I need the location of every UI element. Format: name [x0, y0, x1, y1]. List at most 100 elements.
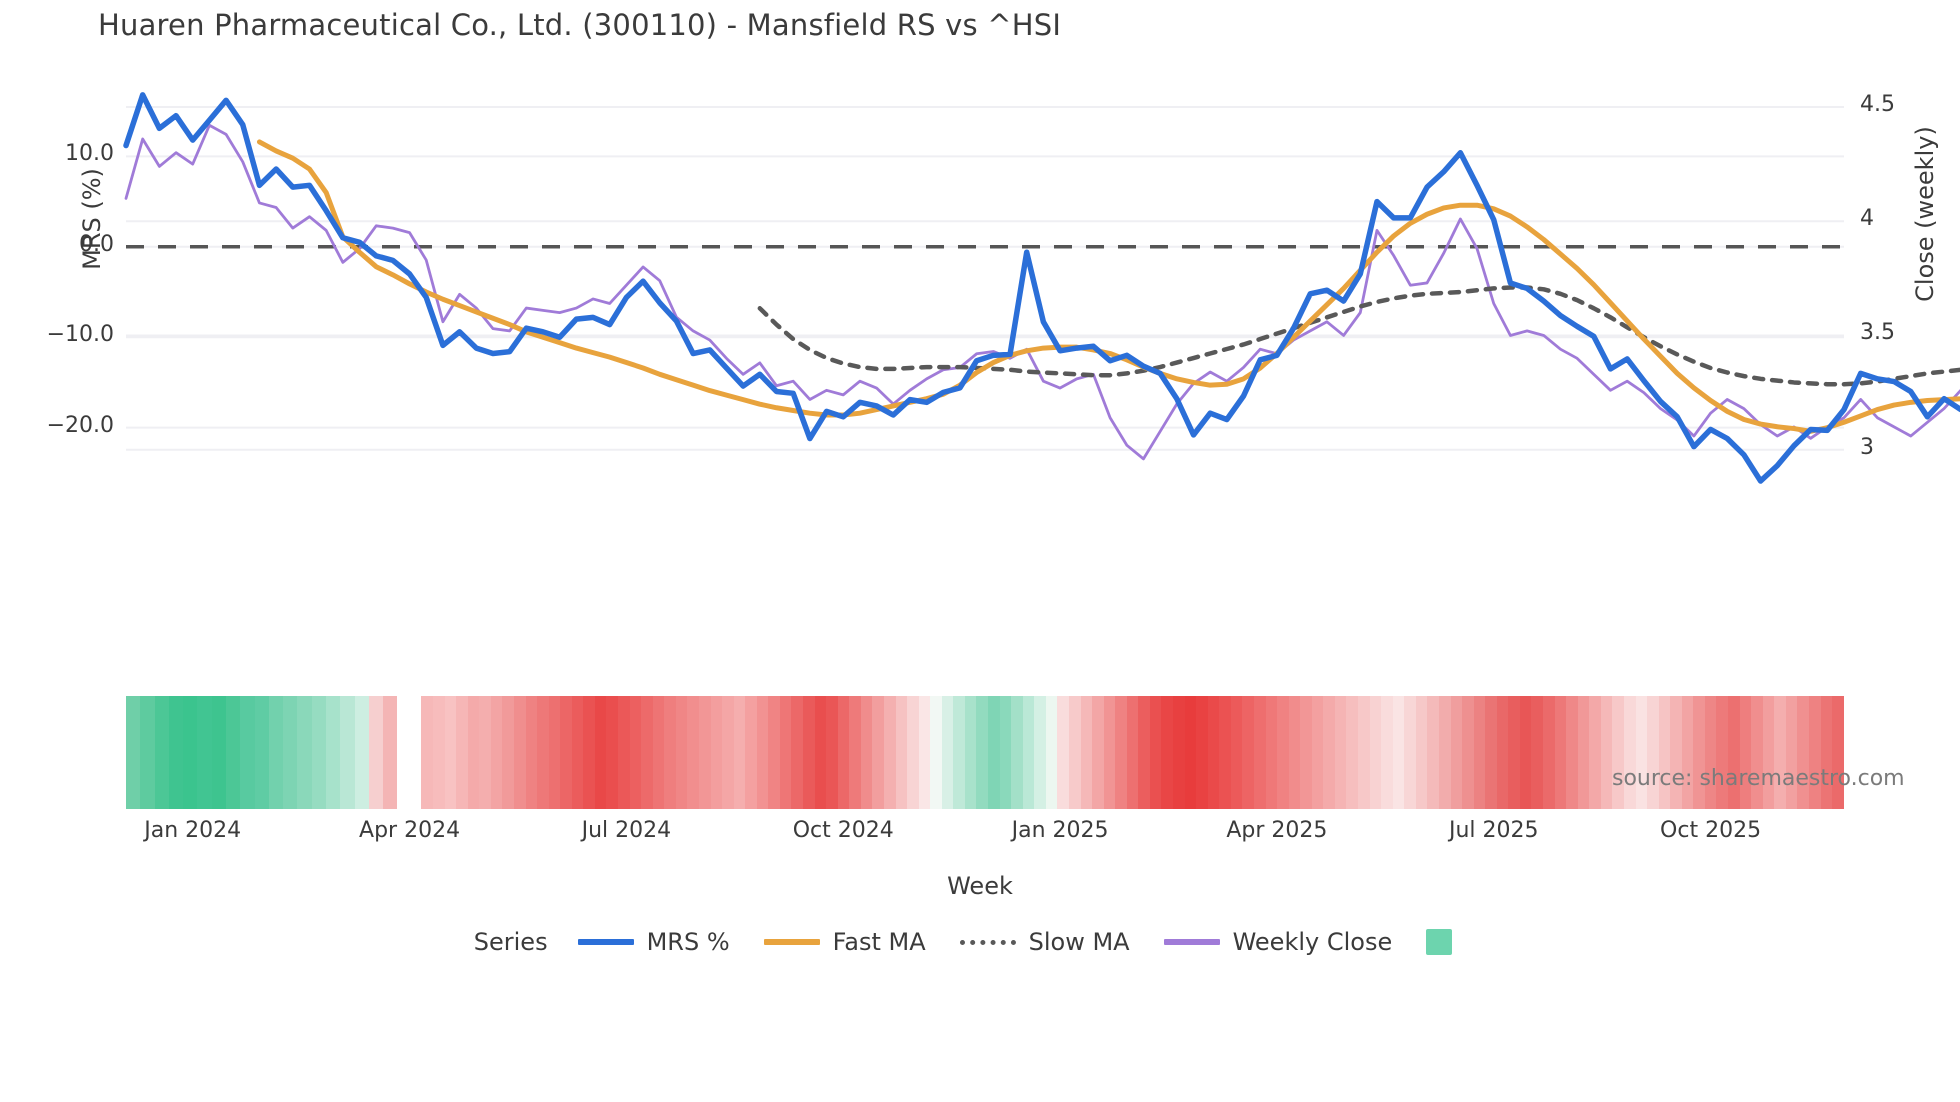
heatmap-cell	[1531, 696, 1544, 809]
heatmap-cell	[571, 696, 584, 809]
heatmap-cell	[421, 696, 434, 809]
heatmap-cell	[1288, 696, 1301, 809]
chart-legend: Series MRS % Fast MA Slow MA Weekly Close	[0, 928, 1960, 956]
heatmap-cell	[490, 696, 503, 809]
legend-line-swatch-icon	[763, 939, 820, 945]
heatmap-cell	[1716, 696, 1729, 809]
heatmap-cell	[941, 696, 954, 809]
heatmap-cell	[1161, 696, 1174, 809]
heatmap-cell	[1473, 696, 1486, 809]
heatmap-cell	[1080, 696, 1093, 809]
heatmap-cell	[1045, 696, 1058, 809]
heatmap-cell	[383, 696, 398, 809]
heatmap-cell	[641, 696, 653, 809]
heatmap-cell	[368, 696, 384, 809]
heatmap-cell	[467, 696, 480, 809]
heatmap-cell	[1068, 696, 1081, 809]
heatmap-cell	[1022, 696, 1035, 809]
heatmap-cell	[1253, 696, 1266, 809]
x-tick: Jul 2025	[1448, 818, 1539, 843]
y-tick-right: 3	[1860, 434, 1874, 460]
series-line-slow-ma	[757, 285, 1960, 387]
heatmap-cell	[354, 696, 369, 809]
heatmap-cell	[1277, 696, 1289, 809]
heatmap-cell	[1774, 696, 1786, 809]
heatmap-cell	[698, 696, 711, 809]
heatmap-cell	[1693, 696, 1705, 809]
heatmap-cell	[964, 696, 977, 809]
heatmap-cell	[283, 696, 298, 809]
heatmap-cell	[513, 696, 526, 809]
heatmap-cell	[1508, 696, 1520, 809]
legend-item[interactable]: MRS %	[577, 928, 730, 956]
heatmap-cell	[1265, 696, 1278, 809]
heatmap-cell	[722, 696, 734, 809]
legend-line-swatch-icon	[577, 939, 634, 945]
heatmap-cell	[537, 696, 549, 809]
x-tick: Oct 2025	[1660, 818, 1762, 843]
heatmap-cell	[1323, 696, 1335, 809]
heatmap-cell	[1612, 696, 1624, 809]
y-tick-right: 4	[1860, 206, 1874, 232]
heatmap-cell	[999, 696, 1012, 809]
heatmap-cell	[768, 696, 780, 809]
heatmap-cell	[297, 696, 312, 809]
heatmap-cell	[1369, 696, 1382, 809]
legend-line-swatch-icon	[1163, 939, 1220, 945]
legend-item[interactable]	[1426, 929, 1453, 955]
heatmap-cell	[1670, 696, 1682, 809]
heatmap-cell	[895, 696, 908, 809]
heatmap-cell	[154, 696, 169, 809]
heatmap-cell	[1115, 696, 1127, 809]
heatmap-cell	[140, 696, 155, 809]
heatmap-cell	[930, 696, 942, 809]
x-tick: Apr 2024	[359, 818, 461, 843]
heatmap-cell	[1808, 696, 1821, 809]
legend-item[interactable]: Slow MA	[959, 928, 1130, 956]
heatmap-cell	[756, 696, 769, 809]
heatmap-cell	[860, 696, 873, 809]
y-tick-right: 3.5	[1860, 320, 1895, 346]
legend-item-label: MRS %	[646, 928, 730, 956]
heatmap-cell	[976, 696, 989, 809]
heatmap-cell	[1519, 696, 1532, 809]
heatmap-cell	[1207, 696, 1220, 809]
heatmap-cell	[988, 696, 1000, 809]
heatmap-cell	[1554, 696, 1567, 809]
heatmap-cell	[1427, 696, 1439, 809]
heatmap-cell	[240, 696, 255, 809]
plot-area	[123, 75, 1960, 500]
heatmap-cell	[652, 696, 665, 809]
legend-item[interactable]: Fast MA	[763, 928, 926, 956]
y-axis-right-label: Close (weekly)	[1911, 126, 1939, 302]
heatmap-cell	[1300, 696, 1312, 809]
heatmap-cell	[1485, 696, 1497, 809]
x-tick: Jan 2025	[1011, 818, 1109, 843]
heatmap-cell	[1728, 696, 1740, 809]
source-watermark: source: sharemaestro.com	[1612, 766, 1905, 791]
heatmap-cell	[168, 696, 184, 809]
heatmap-cell	[1797, 696, 1809, 809]
heatmap-cell	[1404, 696, 1416, 809]
heatmap-cell	[502, 696, 514, 809]
legend-item[interactable]: Weekly Close	[1163, 928, 1392, 956]
heatmap-cell	[1196, 696, 1208, 809]
heatmap-cell	[1392, 696, 1405, 809]
relative-strength-heatmap-strip	[126, 696, 1844, 809]
heatmap-cell	[225, 696, 241, 809]
heatmap-cell	[211, 696, 226, 809]
heatmap-cell	[918, 696, 931, 809]
plot-svg	[123, 92, 1960, 484]
y-tick-right: 4.5	[1860, 91, 1895, 117]
heatmap-cell	[444, 696, 457, 809]
heatmap-cell	[1647, 696, 1659, 809]
heatmap-cell	[254, 696, 269, 809]
heatmap-cell	[183, 696, 198, 809]
heatmap-cell	[1543, 696, 1555, 809]
heatmap-cell	[583, 696, 595, 809]
heatmap-cell	[560, 696, 572, 809]
heatmap-cell	[456, 696, 468, 809]
heatmap-cell	[1334, 696, 1347, 809]
heatmap-cell	[745, 696, 757, 809]
